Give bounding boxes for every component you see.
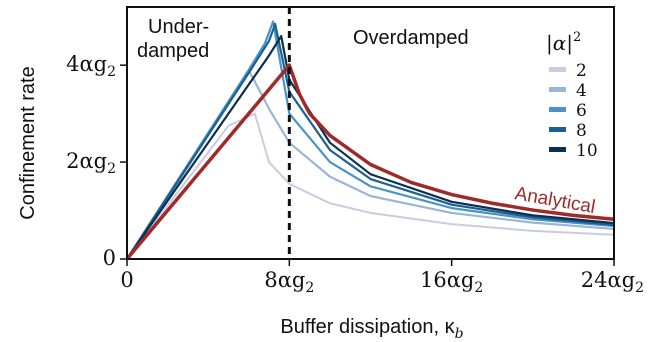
legend-swatch: [549, 107, 566, 112]
y-tick-label: 2αg2: [66, 149, 116, 177]
series-line-analytical: [125, 63, 615, 261]
series-line-alpha-sq-10: [126, 34, 615, 260]
x-axis-label-text: Buffer dissipation, κ: [280, 316, 455, 338]
legend-label: 4: [576, 81, 587, 101]
series-line-alpha-sq-2: [126, 112, 615, 260]
x-tick-label: 16αg2: [420, 268, 483, 296]
y-tick-label: 4αg2: [66, 52, 116, 80]
legend-label: 10: [576, 141, 598, 161]
x-axis-label: Buffer dissipation, κb: [280, 316, 463, 342]
x-tick-label: 24αg2: [581, 268, 644, 296]
legend-title-text: |α|: [546, 31, 573, 56]
legend-swatch: [549, 147, 566, 152]
legend-label: 8: [576, 121, 587, 141]
overdamped-label: Overdamped: [353, 27, 469, 49]
legend-swatch: [549, 127, 566, 132]
legend-label: 6: [576, 101, 587, 121]
underdamped-label-line1: Under-: [148, 16, 209, 38]
y-tick-label: 0: [103, 246, 116, 270]
plot-frame: [126, 6, 615, 260]
x-axis-label-subscript: b: [455, 326, 464, 342]
legend-title-superscript: 2: [573, 30, 581, 45]
series-line-alpha-sq-8: [126, 22, 615, 260]
x-tick-label: 0: [120, 268, 133, 292]
legend-swatch: [549, 67, 566, 72]
y-axis-label: Confinement rate: [17, 66, 39, 219]
x-tick-label: 8αg2: [264, 268, 314, 296]
series-lines: [125, 20, 615, 261]
legend-label: 2: [576, 61, 587, 81]
underdamped-label-line2: damped: [137, 40, 209, 62]
legend-swatch: [549, 87, 566, 92]
axis-ticks: 0 8αg2 16αg2 24αg2 0 2αg2 4αg2: [66, 52, 644, 296]
legend-title: |α|2: [546, 30, 581, 56]
